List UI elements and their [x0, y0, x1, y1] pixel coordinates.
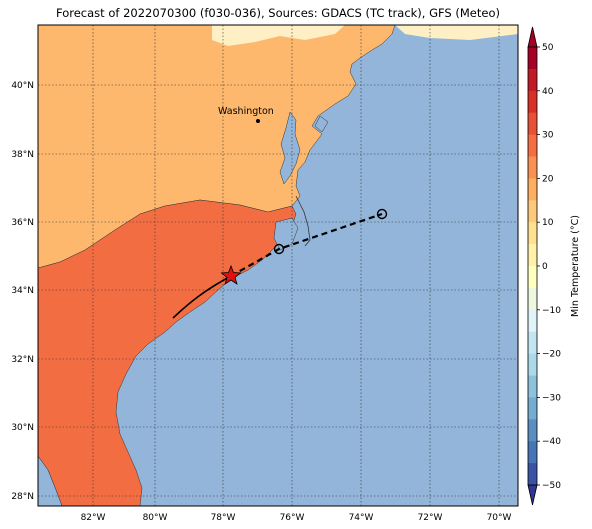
colorbar-subband	[528, 287, 537, 311]
colorbar-tick-label: 10	[542, 218, 554, 228]
land-region-cool-north	[212, 25, 345, 46]
graticule	[38, 25, 518, 506]
current-position-star-icon	[220, 264, 242, 285]
colorbar-tick-label: 40	[542, 87, 554, 97]
colorbar-subband	[528, 68, 537, 92]
map-title: Forecast of 2022070300 (f030-036), Sourc…	[56, 6, 500, 20]
city-label: Washington	[218, 106, 274, 117]
colorbar-tick-label: −40	[542, 437, 561, 447]
colorbar-tick-label: −50	[542, 481, 561, 491]
forecast-position-marker	[376, 208, 388, 220]
gulf-of-mexico	[38, 455, 63, 506]
colorbar-subband	[528, 419, 537, 442]
colorbar-subband	[528, 156, 537, 179]
colorbar: 50 40 30 20 10 0 −10 −20 −30 −40 −50	[527, 26, 561, 506]
colorbar-tick-label: 50	[542, 43, 554, 53]
forecast-track-line	[230, 212, 383, 277]
colorbar-tick-label: 20	[542, 174, 554, 184]
colorbar-tick-label: −20	[542, 350, 561, 360]
colorbar-subband	[528, 375, 537, 398]
lon-tick-label: 80°W	[143, 513, 168, 523]
observed-track-line	[172, 275, 232, 319]
lon-tick-label: 72°W	[418, 513, 443, 523]
lon-tick-labels: 82°W 80°W 78°W 76°W 74°W 72°W 70°W	[81, 513, 512, 523]
lat-tick-label: 28°N	[11, 492, 34, 502]
lon-tick-label: 76°W	[280, 513, 305, 523]
map-area: Washington	[38, 25, 518, 506]
lat-tick-label: 34°N	[11, 286, 34, 296]
colorbar-tick-label: −30	[542, 393, 561, 403]
colorbar-label: Min Temperature (°C)	[570, 215, 581, 317]
lon-tick-label: 74°W	[349, 513, 374, 523]
colorbar-subband	[528, 463, 537, 486]
lat-tick-labels: 40°N 38°N 36°N 34°N 32°N 30°N 28°N	[11, 81, 34, 502]
delaware-bay	[314, 115, 329, 133]
chesapeake-bay	[279, 111, 301, 185]
colorbar-tick-label: 30	[542, 131, 554, 141]
colorbar-extend-max	[527, 26, 538, 48]
colorbar-subband	[528, 244, 537, 267]
colorbar-subband	[528, 200, 537, 223]
outer-banks	[295, 195, 311, 247]
land-region-cool-ne	[395, 25, 518, 40]
lat-tick-label: 36°N	[11, 218, 34, 228]
map-frame	[37, 24, 519, 507]
lon-tick-label: 82°W	[81, 513, 106, 523]
lon-tick-label: 78°W	[211, 513, 236, 523]
colorbar-extend-min	[527, 484, 538, 506]
colorbar-subband	[528, 331, 537, 355]
colorbar-subband	[528, 112, 537, 136]
forecast-position-marker	[273, 243, 285, 255]
lat-tick-label: 40°N	[11, 81, 34, 91]
lat-tick-label: 38°N	[11, 150, 34, 160]
colorbar-tick-label: 0	[542, 262, 548, 272]
lat-tick-label: 32°N	[11, 355, 34, 365]
lat-tick-label: 30°N	[11, 423, 34, 433]
lon-tick-label: 70°W	[487, 513, 512, 523]
city-marker	[256, 119, 260, 123]
colorbar-tick-label: −10	[542, 306, 561, 316]
